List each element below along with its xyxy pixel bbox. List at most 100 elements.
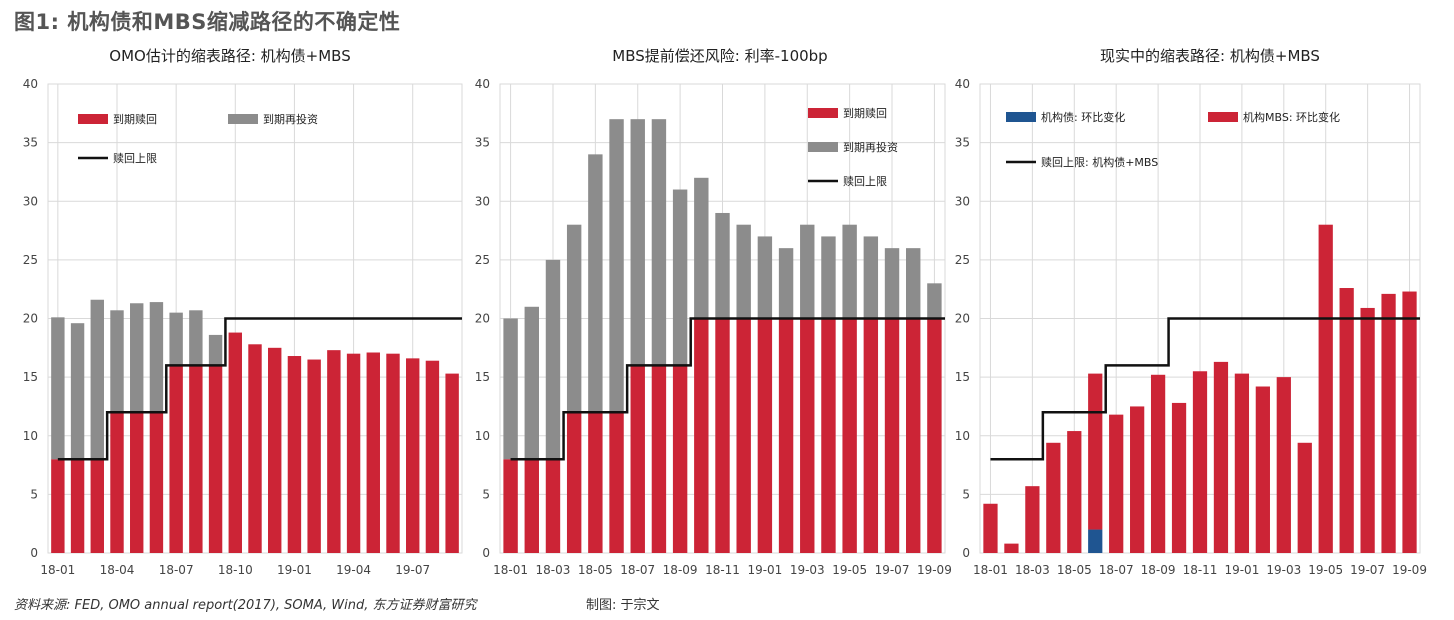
y-tick-label: 15 bbox=[475, 370, 490, 384]
bar bbox=[149, 302, 164, 413]
bar bbox=[1360, 307, 1375, 553]
legend-label: 赎回上限 bbox=[843, 174, 887, 188]
y-tick-label: 10 bbox=[475, 429, 490, 443]
x-tick-label: 18-03 bbox=[536, 563, 571, 577]
bar bbox=[346, 353, 361, 553]
page-title: 图1: 机构债和MBS缩减路径的不确定性 bbox=[14, 10, 401, 34]
bar bbox=[736, 224, 751, 319]
bar bbox=[694, 177, 709, 319]
chart-title-3: 现实中的缩表路径: 机构债+MBS bbox=[1100, 47, 1320, 65]
x-tick-label: 19-05 bbox=[832, 563, 867, 577]
bar bbox=[884, 318, 900, 553]
x-tick-label: 18-11 bbox=[705, 563, 740, 577]
bar bbox=[386, 353, 400, 553]
bar bbox=[715, 318, 730, 553]
bar bbox=[110, 412, 124, 553]
bar bbox=[130, 412, 144, 553]
y-tick-label: 5 bbox=[30, 487, 38, 501]
legend-label: 赎回上限 bbox=[113, 151, 157, 165]
bar bbox=[609, 119, 624, 413]
bar bbox=[778, 248, 794, 319]
y-tick-label: 5 bbox=[482, 487, 490, 501]
chart-title-1: OMO估计的缩表路径: 机构债+MBS bbox=[109, 47, 351, 65]
y-tick-label: 25 bbox=[955, 253, 970, 267]
step-line bbox=[990, 317, 1420, 461]
legend-label: 到期再投资 bbox=[263, 112, 318, 126]
bar bbox=[90, 299, 104, 460]
legend-swatch bbox=[1208, 112, 1238, 122]
bar bbox=[1171, 402, 1187, 553]
x-tick-label: 18-01 bbox=[973, 563, 1008, 577]
x-tick-label: 19-09 bbox=[917, 563, 952, 577]
bar bbox=[1004, 543, 1019, 553]
bar bbox=[906, 318, 921, 553]
bar bbox=[503, 459, 518, 553]
bar bbox=[51, 459, 65, 553]
bar bbox=[863, 236, 879, 319]
x-tick-label: 19-07 bbox=[1350, 563, 1385, 577]
x-tick-label: 18-11 bbox=[1183, 563, 1218, 577]
bar bbox=[307, 359, 321, 553]
bar bbox=[800, 224, 815, 319]
bar bbox=[366, 352, 380, 553]
bar bbox=[545, 459, 561, 553]
bar bbox=[566, 412, 582, 553]
bar bbox=[503, 318, 518, 460]
y-tick-label: 20 bbox=[955, 312, 970, 326]
step-line bbox=[510, 317, 945, 461]
bar bbox=[778, 318, 794, 553]
bar bbox=[545, 259, 561, 460]
bar bbox=[1381, 293, 1396, 553]
bar bbox=[588, 154, 603, 413]
y-tick-label: 40 bbox=[955, 77, 970, 91]
bar bbox=[327, 350, 341, 553]
source-note: 资料来源: FED, OMO annual report(2017), SOMA… bbox=[14, 598, 477, 613]
y-tick-label: 25 bbox=[23, 253, 38, 267]
x-tick-label: 19-01 bbox=[277, 563, 312, 577]
bar bbox=[800, 318, 815, 553]
chart-panel-2: 0 5 10 15 20 25 30 35 40 18-01 18-03 18-05 18-07 18-0… bbox=[475, 77, 952, 577]
bar bbox=[1276, 377, 1291, 553]
bar bbox=[863, 318, 879, 553]
legend-swatch bbox=[808, 108, 838, 118]
bar bbox=[90, 459, 104, 553]
bar bbox=[1150, 374, 1166, 553]
bar bbox=[287, 356, 302, 553]
x-tick-label: 19-01 bbox=[1224, 563, 1259, 577]
bar bbox=[524, 459, 539, 553]
y-tick-label: 10 bbox=[23, 429, 38, 443]
y-tick-label: 30 bbox=[955, 194, 970, 208]
y-tick-label: 25 bbox=[475, 253, 490, 267]
x-tick-label: 19-09 bbox=[1392, 563, 1427, 577]
bar bbox=[406, 358, 420, 553]
bar bbox=[524, 306, 539, 460]
y-tick-label: 0 bbox=[962, 546, 970, 560]
bar bbox=[1088, 373, 1103, 530]
x-tick-label: 18-09 bbox=[1141, 563, 1176, 577]
bar bbox=[757, 318, 773, 553]
bar bbox=[983, 503, 998, 553]
y-tick-label: 40 bbox=[23, 77, 38, 91]
bar bbox=[566, 224, 582, 413]
bar bbox=[1067, 431, 1082, 553]
bar bbox=[248, 344, 262, 553]
bar bbox=[445, 373, 459, 553]
bar bbox=[609, 412, 624, 553]
legend-label: 到期赎回 bbox=[113, 112, 157, 126]
legend-swatch bbox=[228, 114, 258, 124]
x-tick-label: 19-01 bbox=[747, 563, 782, 577]
bar bbox=[110, 310, 124, 413]
x-tick-label: 19-07 bbox=[875, 563, 910, 577]
bar bbox=[672, 365, 688, 553]
step-line bbox=[57, 317, 462, 461]
chart-panel-1: 0 5 10 15 20 25 30 35 40 18-01 18-04 18-07 18-10 19-0… bbox=[23, 77, 463, 577]
y-tick-label: 35 bbox=[955, 136, 970, 150]
y-tick-label: 10 bbox=[955, 429, 970, 443]
x-tick-label: 19-05 bbox=[1308, 563, 1343, 577]
x-tick-label: 18-03 bbox=[1015, 563, 1050, 577]
legend-swatch bbox=[808, 142, 838, 152]
bar bbox=[842, 318, 857, 553]
x-tick-label: 19-03 bbox=[790, 563, 825, 577]
author-note: 制图: 于宗文 bbox=[586, 598, 660, 613]
